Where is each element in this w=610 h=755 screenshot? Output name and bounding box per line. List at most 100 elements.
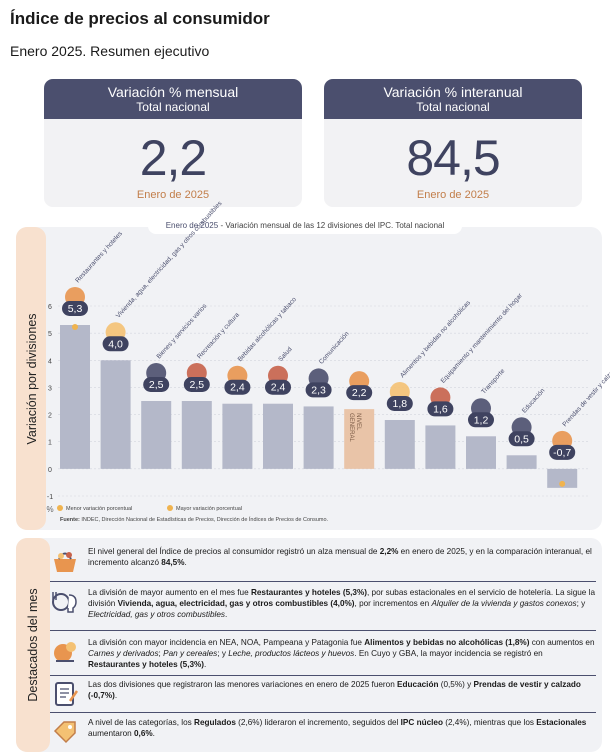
value-label: 0,5 <box>514 433 529 445</box>
value-badge <box>305 382 332 398</box>
source-note: Fuente: INDEC, Dirección Nacional de Est… <box>60 516 329 523</box>
y-tick-label: 1 <box>48 440 52 447</box>
bar <box>506 455 537 469</box>
kpi-card-monthly: Variación % mensual Total nacional 2,2 E… <box>44 79 302 207</box>
value-label: 1,2 <box>474 414 489 426</box>
kpi-scope: Total nacional <box>416 100 490 114</box>
highlight-item: La división de mayor aumento en el mes f… <box>50 587 596 620</box>
chart-side-panel: Variación por divisiones <box>16 227 46 530</box>
value-badge <box>62 301 88 316</box>
kpi-title: Variación % mensual <box>107 84 239 100</box>
page-title: Índice de precios al consumidor <box>10 9 270 28</box>
highlight-item: A nivel de las categorías, los Regulados… <box>50 717 596 747</box>
general-level-label: NIVELGENERAL <box>348 413 361 442</box>
y-tick-label: 0 <box>48 467 52 474</box>
bar <box>303 406 334 469</box>
highlight-separator <box>50 712 596 713</box>
bar-chart: -1 0 1 2 3 4 5 6% 5,3 Restaurantes y hoteles 4,0 Vi… <box>46 200 610 523</box>
category-label: Alimentos y bebidas no alcohólicas <box>399 299 472 379</box>
category-label: Recreación y cultura <box>196 311 241 360</box>
highlight-item: La división con mayor incidencia en NEA,… <box>50 637 596 670</box>
highlight-text: La división con mayor incidencia en NEA,… <box>88 638 595 669</box>
page-subtitle: Enero 2025. Resumen ejecutivo <box>10 43 210 59</box>
highlight-separator <box>50 581 596 582</box>
highlight-item: El nivel general del Índice de precios a… <box>50 546 596 576</box>
value-badge <box>265 379 291 395</box>
kpi-card-annual: Variación % interanual Total nacional 84… <box>324 79 582 207</box>
highlight-separator <box>50 630 596 631</box>
highlights-side-label: Destacados del mes <box>26 588 40 701</box>
max-marker <box>72 324 78 330</box>
legend-label: Menor variación porcentual <box>66 506 132 512</box>
bar <box>181 401 212 469</box>
highlight-item: Las dos divisiones que registraron las m… <box>50 679 596 709</box>
value-badge <box>102 336 129 352</box>
value-label: 1,6 <box>433 403 448 415</box>
highlight-text: El nivel general del Índice de precios a… <box>88 547 592 567</box>
category-label: Transporte <box>480 367 506 395</box>
y-tick-label: -1 <box>47 494 53 501</box>
y-tick-label: 5 <box>48 331 52 338</box>
bar <box>547 468 578 488</box>
kpi-card-header: Variación % mensual Total nacional <box>44 79 302 119</box>
shopping-basket-icon <box>54 552 76 572</box>
notebook-icon <box>55 682 79 706</box>
category-label: Vivienda, agua, electricidad, gas y otro… <box>115 200 224 320</box>
min-marker <box>559 480 566 487</box>
y-tick-label: 4 <box>48 358 52 365</box>
value-label: 5,3 <box>68 303 83 315</box>
legend-swatch <box>167 505 173 511</box>
kpi-scope: Total nacional <box>136 100 210 114</box>
chart-y-title: Variación por divisiones <box>25 313 39 444</box>
value-badge <box>427 401 454 417</box>
value-badge <box>224 379 251 395</box>
value-badge <box>468 412 494 428</box>
highlights-side-panel: Destacados del mes <box>16 538 50 752</box>
value-badge <box>508 431 535 447</box>
bar <box>141 401 172 469</box>
chart-title-prefix: Enero de 2025 <box>165 221 219 230</box>
category-label: Restaurantes y hoteles <box>74 230 124 285</box>
value-badge <box>183 377 210 392</box>
highlight-text: Las dos divisiones que registraron las m… <box>88 680 581 700</box>
value-badge <box>549 444 576 460</box>
chart-title: Enero de 2025 - Variación mensual de las… <box>148 218 462 234</box>
value-label: 2,2 <box>352 387 367 399</box>
kpi-title: Variación % interanual <box>383 84 523 100</box>
bar <box>60 325 90 469</box>
y-tick-label: 6 <box>48 304 52 311</box>
highlight-text: A nivel de las categorías, los Regulados… <box>88 718 587 738</box>
kpi-card-header: Variación % interanual Total nacional <box>324 79 582 119</box>
y-unit-label: % <box>46 505 53 514</box>
value-label: 2,4 <box>271 382 286 394</box>
highlight-text: La división de mayor aumento en el mes f… <box>88 588 596 619</box>
bar <box>384 420 415 469</box>
category-label: Equipamiento y mantenimiento del hogar <box>440 292 525 385</box>
value-badge <box>346 385 373 401</box>
value-label: 2,5 <box>149 379 164 391</box>
bar <box>263 403 293 469</box>
category-label: Educación <box>521 387 547 415</box>
food-icon <box>54 642 76 662</box>
category-label: Prendas de vestir y calzado <box>561 364 610 428</box>
kpi-period: Enero de 2025 <box>136 189 210 201</box>
legend-label: Mayor variación porcentual <box>176 506 242 512</box>
bar <box>100 360 131 469</box>
chart-title-text: Variación mensual de las 12 divisiones d… <box>225 221 445 230</box>
highlights-side-background <box>16 538 50 752</box>
chart-side-background <box>16 227 46 530</box>
value-label: 2,5 <box>189 379 204 391</box>
highlight-separator <box>50 675 596 676</box>
kpi-period: Enero de 2025 <box>416 189 490 201</box>
tag-icon <box>53 721 76 744</box>
value-badge <box>386 396 413 411</box>
general-level-label-line: NIVEL <box>355 413 361 431</box>
value-label: 4,0 <box>108 338 123 350</box>
value-label: 1,8 <box>392 398 407 410</box>
source-text: INDEC, Dirección Nacional de Estadística… <box>81 516 328 523</box>
bar <box>466 436 496 469</box>
bar <box>222 403 253 469</box>
highlights-card <box>16 538 602 752</box>
kpi-value: 84,5 <box>406 130 500 186</box>
bar <box>344 409 375 469</box>
